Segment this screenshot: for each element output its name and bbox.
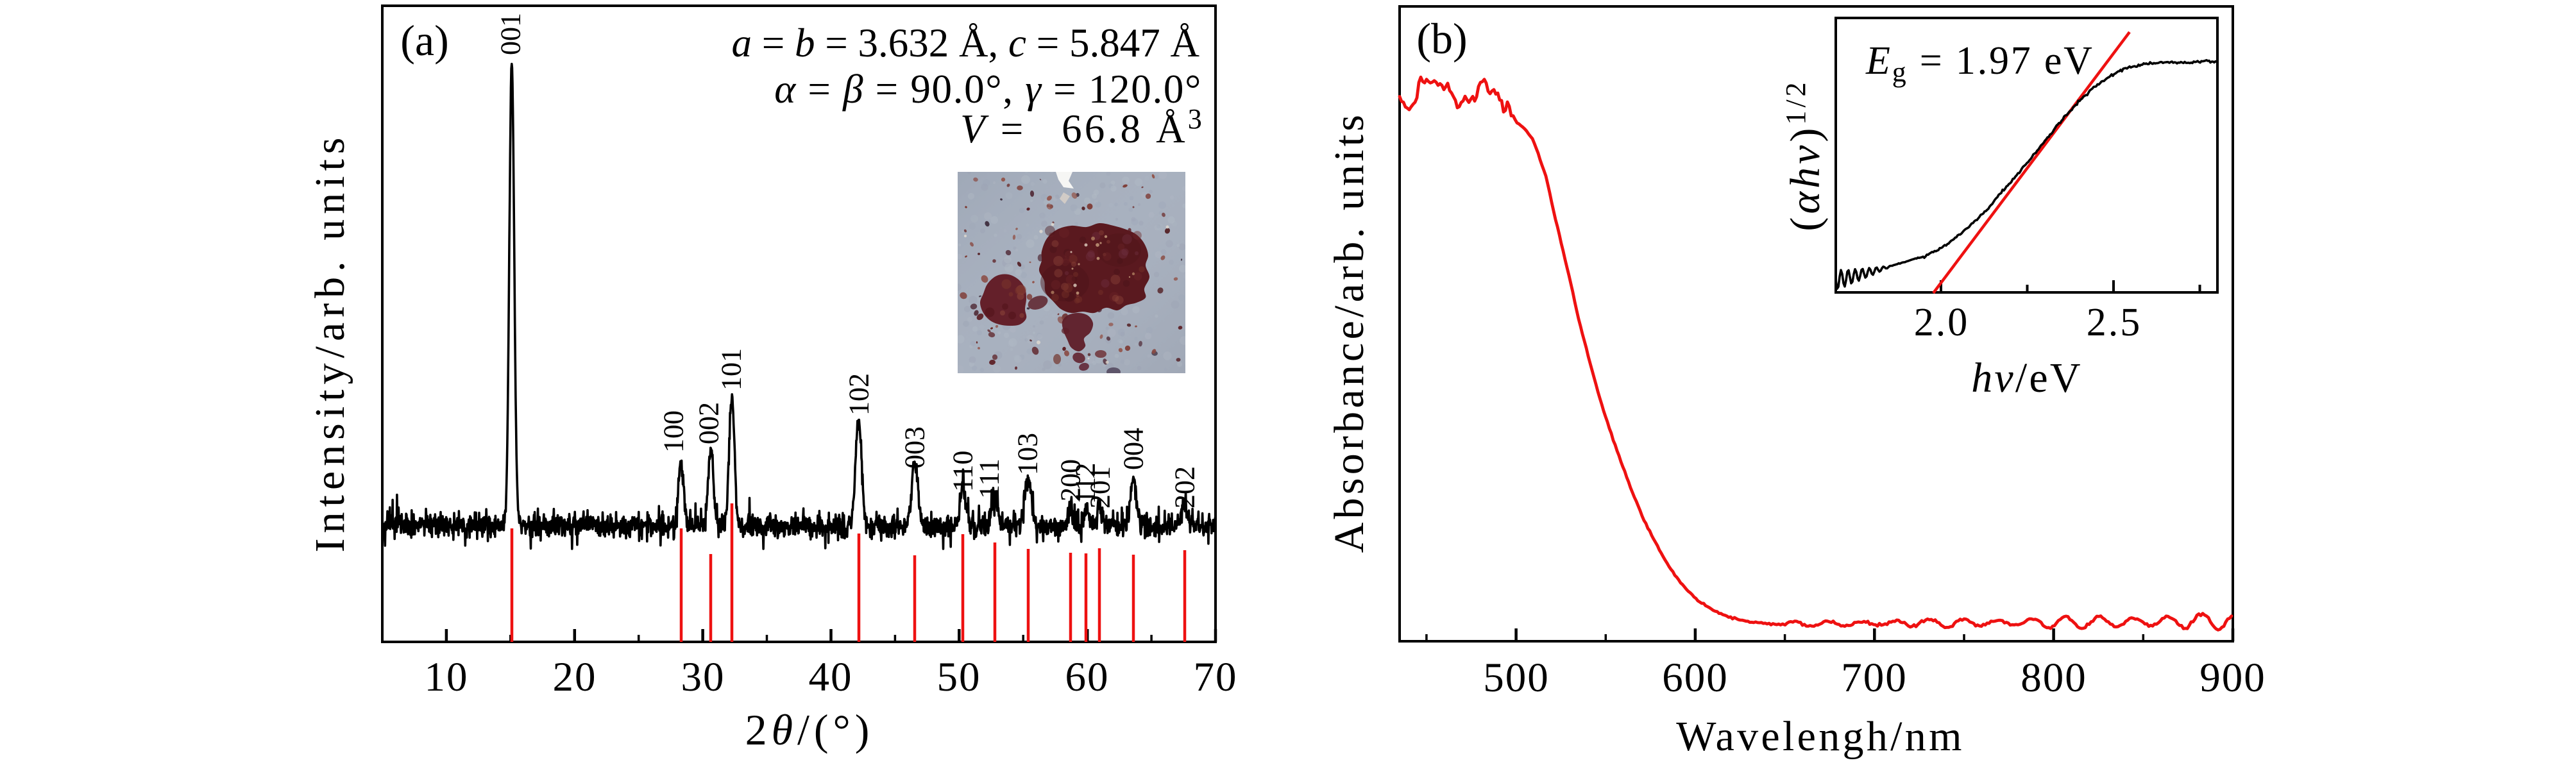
svg-text:60: 60	[1065, 654, 1110, 700]
svg-text:003: 003	[899, 426, 931, 469]
svg-text:Intensity/arb. units: Intensity/arb. units	[307, 133, 353, 553]
svg-text:201: 201	[1085, 466, 1116, 509]
svg-text:(a): (a)	[400, 16, 448, 65]
svg-text:10: 10	[425, 654, 469, 700]
svg-text:004: 004	[1118, 428, 1149, 470]
svg-text:110: 110	[947, 451, 979, 492]
svg-text:V = 66.8 Å3: V = 66.8 Å3	[960, 103, 1205, 151]
svg-text:40: 40	[809, 654, 853, 700]
svg-text:Eg = 1.97 eV: Eg = 1.97 eV	[1865, 39, 2094, 88]
svg-text:α = β = 90.0°, γ = 120.0°: α = β = 90.0°, γ = 120.0°	[774, 67, 1202, 112]
svg-text:(b): (b)	[1416, 14, 1467, 63]
svg-text:500: 500	[1483, 655, 1550, 701]
svg-text:30: 30	[681, 654, 725, 700]
svg-text:20: 20	[553, 654, 597, 700]
svg-text:001: 001	[495, 13, 527, 55]
svg-text:2θ/(°): 2θ/(°)	[745, 705, 874, 754]
svg-text:Absorbance/arb. units: Absorbance/arb. units	[1326, 112, 1373, 553]
svg-text:70: 70	[1194, 654, 1238, 700]
svg-text:Wavelengh/nm: Wavelengh/nm	[1676, 713, 1965, 760]
svg-text:800: 800	[2021, 655, 2087, 701]
svg-text:50: 50	[937, 654, 981, 700]
svg-text:112: 112	[1070, 463, 1101, 504]
svg-text:hν/eV: hν/eV	[1971, 355, 2083, 401]
svg-text:002: 002	[693, 402, 725, 444]
svg-text:2.5: 2.5	[2087, 301, 2142, 344]
svg-text:103: 103	[1012, 433, 1044, 475]
svg-text:101: 101	[716, 348, 747, 391]
svg-text:2.0: 2.0	[1914, 301, 1970, 344]
svg-text:a = b = 3.632 Å, c = 5.847 Å: a = b = 3.632 Å, c = 5.847 Å	[731, 21, 1199, 65]
svg-text:600: 600	[1662, 655, 1729, 701]
svg-text:900: 900	[2199, 655, 2266, 701]
svg-text:111: 111	[974, 458, 1005, 499]
svg-text:100: 100	[658, 410, 690, 453]
svg-text:202: 202	[1169, 466, 1201, 509]
svg-text:700: 700	[1841, 655, 1908, 701]
svg-text:102: 102	[843, 373, 875, 416]
svg-text:200: 200	[1055, 459, 1087, 501]
